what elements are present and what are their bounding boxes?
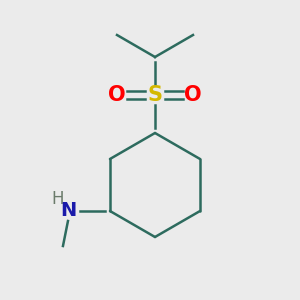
Text: S: S	[148, 85, 163, 105]
Text: N: N	[60, 202, 76, 220]
Text: H: H	[52, 190, 64, 208]
Text: O: O	[108, 85, 126, 105]
Text: O: O	[184, 85, 202, 105]
